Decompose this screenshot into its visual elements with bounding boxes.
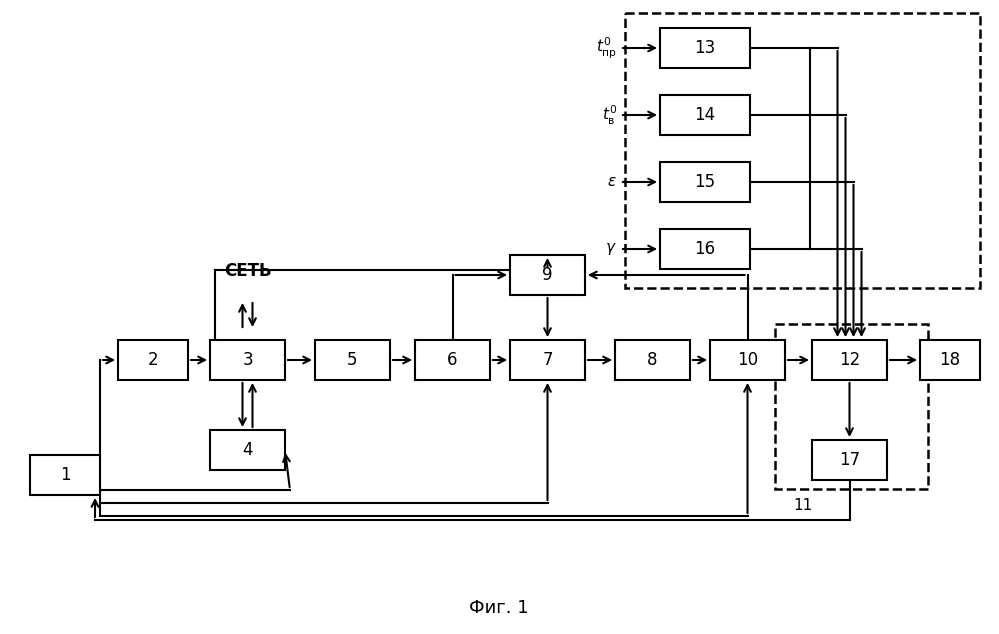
Text: 9: 9 [542,266,552,284]
Text: 3: 3 [242,351,253,369]
Bar [660,162,750,202]
Bar [510,340,585,380]
Text: Фиг. 1: Фиг. 1 [470,599,528,617]
Bar [625,13,980,288]
Bar [315,340,390,380]
Text: 15: 15 [694,173,715,191]
Text: 13: 13 [694,39,715,57]
Bar [210,340,285,380]
Bar [920,340,980,380]
Text: 4: 4 [242,441,253,459]
Text: 16: 16 [694,240,715,258]
Text: 10: 10 [737,351,758,369]
Bar [775,324,928,489]
Text: 14: 14 [694,106,715,124]
Text: $t_{\mathsf{в}}^{\mathsf{0}}$: $t_{\mathsf{в}}^{\mathsf{0}}$ [601,103,617,127]
Bar [710,340,785,380]
Text: $\gamma$: $\gamma$ [605,241,617,257]
Text: 7: 7 [542,351,552,369]
Bar [510,255,585,295]
Text: 12: 12 [839,351,860,369]
Text: 8: 8 [647,351,657,369]
Bar [415,340,490,380]
Bar [660,95,750,135]
Bar [118,340,188,380]
Bar [812,340,887,380]
Text: 11: 11 [793,498,812,513]
Text: 6: 6 [448,351,458,369]
Text: $\varepsilon$: $\varepsilon$ [607,174,617,190]
Bar [210,430,285,470]
Bar [812,440,887,480]
Text: 17: 17 [839,451,860,469]
Text: $t_{\mathsf{пр}}^{\mathsf{0}}$: $t_{\mathsf{пр}}^{\mathsf{0}}$ [595,36,617,61]
Text: 18: 18 [939,351,961,369]
Text: СЕТЬ: СЕТЬ [224,262,272,280]
Bar [615,340,690,380]
Bar [660,229,750,269]
Bar [660,28,750,68]
Text: 2: 2 [148,351,158,369]
Bar [30,455,100,495]
Text: 5: 5 [348,351,358,369]
Text: 1: 1 [60,466,70,484]
